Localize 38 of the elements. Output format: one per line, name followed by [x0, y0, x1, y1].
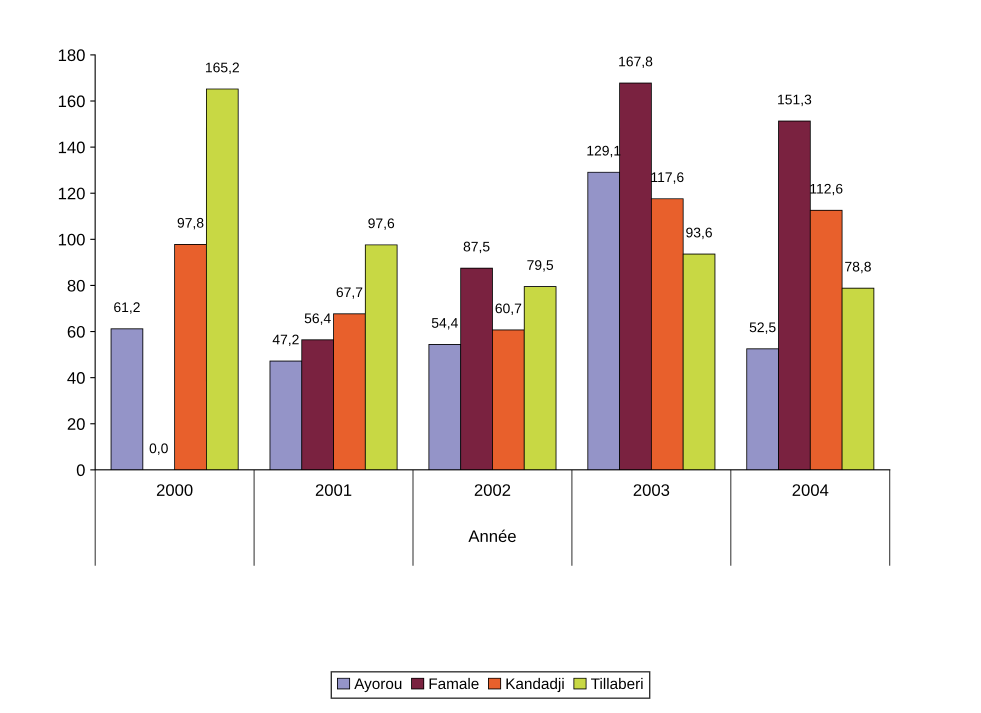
x-tick-label: 2003: [634, 484, 670, 496]
x-axis-title: Année: [468, 530, 516, 542]
y-tick-label: 100: [58, 234, 85, 246]
y-tick-label: 120: [58, 188, 85, 200]
data-label: 0,0: [150, 443, 168, 455]
y-tick-label: 180: [58, 49, 85, 62]
y-tick-label: 20: [68, 418, 85, 430]
data-label: 78,8: [845, 262, 871, 274]
legend-label: Ayorou: [354, 678, 402, 692]
y-tick-label: 40: [67, 372, 85, 384]
data-label: 151,3: [778, 94, 812, 106]
data-label: 93,6: [686, 228, 712, 240]
data-label: 87,5: [464, 242, 490, 254]
data-label: 56,4: [304, 313, 331, 325]
x-tick-label: 2004: [792, 484, 828, 496]
legend-label: Kandadji: [506, 678, 564, 692]
y-tick-label: 0: [76, 464, 85, 476]
data-label: 54,4: [432, 318, 458, 330]
x-tick-label: 2002: [474, 484, 510, 496]
legend-label: Tillaberi: [591, 678, 643, 690]
y-tick-label: 140: [58, 142, 85, 154]
data-label: 52,5: [750, 322, 776, 334]
data-label: 61,2: [114, 302, 140, 314]
legend-label: Famale: [430, 678, 479, 690]
data-label: 97,8: [178, 218, 204, 230]
y-tick-label: 60: [68, 326, 85, 338]
y-tick-label: 80: [68, 280, 85, 292]
data-label: 79,5: [527, 260, 554, 272]
data-label: 112,6: [810, 184, 842, 196]
data-label: 97,6: [368, 218, 394, 230]
y-tick-label: 160: [58, 95, 85, 108]
data-label: 165,2: [206, 62, 239, 74]
data-label: 67,7: [336, 287, 362, 299]
data-label: 167,8: [619, 56, 652, 68]
data-label: 47,2: [272, 334, 299, 346]
x-tick-label: 2001: [316, 484, 352, 496]
x-tick-label: 2000: [156, 484, 193, 496]
data-label: 60,7: [496, 303, 522, 315]
